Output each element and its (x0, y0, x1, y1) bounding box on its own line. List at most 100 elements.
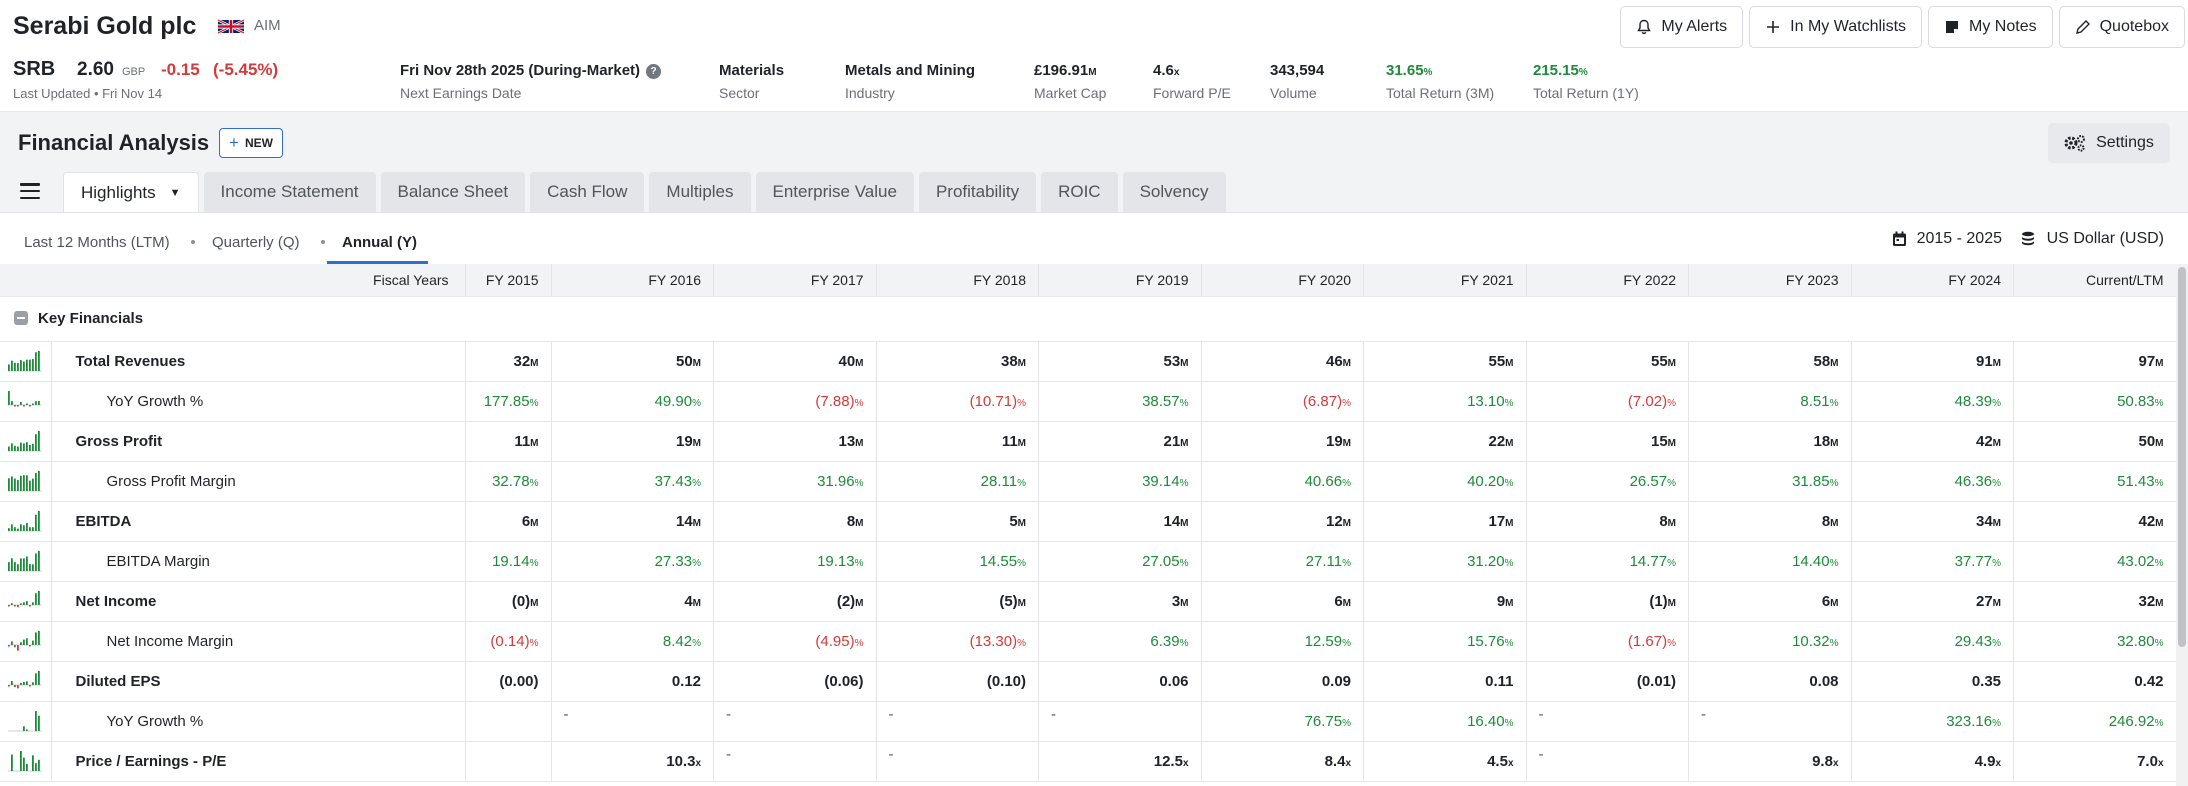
cell-value: 31.96 (817, 472, 855, 490)
data-cell: 40.20% (1363, 461, 1527, 502)
vertical-scrollbar[interactable] (2176, 264, 2188, 786)
tab-income-statement[interactable]: Income Statement (203, 172, 376, 212)
sparkline-bar (32, 478, 34, 491)
sparkline-cell[interactable] (0, 621, 52, 662)
cell-value: 4.9 (1974, 752, 1996, 770)
sparkline-cell[interactable] (0, 421, 52, 462)
help-icon[interactable]: ? (646, 64, 662, 79)
sparkline-cell[interactable] (0, 581, 52, 622)
data-cell: 12.59% (1201, 621, 1365, 662)
data-cell: - (713, 741, 877, 782)
my-alerts-button[interactable]: My Alerts (1620, 6, 1744, 48)
sparkline-bar (23, 525, 25, 531)
cell-value: 9.8 (1812, 752, 1833, 770)
data-cell: (0.00) (465, 661, 552, 702)
cell-value: 17 (1488, 512, 1506, 530)
sparkline-cell[interactable] (0, 461, 52, 502)
sparkline-cell[interactable] (0, 381, 52, 422)
cell-value: 55 (1650, 352, 1668, 370)
cell-value: 8 (1659, 512, 1668, 530)
scrollbar-thumb[interactable] (2178, 267, 2186, 647)
new-button[interactable]: + NEW (219, 128, 283, 158)
cell-value: 0.12 (671, 672, 702, 690)
tab-cash-flow[interactable]: Cash Flow (530, 172, 645, 212)
date-range-selector[interactable]: 2015 - 2025 (1892, 230, 2002, 248)
cell-unit: % (1504, 557, 1514, 569)
separator-dot (191, 240, 195, 244)
sparkline-bar (11, 681, 13, 685)
tab-profitability[interactable]: Profitability (918, 172, 1037, 212)
sparkline-cell[interactable] (0, 701, 52, 742)
collapse-icon[interactable] (14, 311, 28, 325)
tab-multiples[interactable]: Multiples (649, 172, 751, 212)
currency-selector[interactable]: US Dollar (USD) (2019, 230, 2164, 248)
sparkline-bar (8, 562, 10, 571)
cell-value: 40.66 (1304, 472, 1343, 490)
sparkline-bar (26, 601, 28, 605)
sparkline-bar (32, 602, 34, 605)
sparkline-cell[interactable] (0, 341, 52, 382)
sparkline-bar (35, 673, 37, 685)
hamburger-menu-icon[interactable] (20, 183, 40, 199)
data-cell: 91M (1851, 341, 2015, 382)
quotebox-button[interactable]: Quotebox (2058, 6, 2185, 48)
tab-balance-sheet[interactable]: Balance Sheet (380, 172, 526, 212)
sparkline-cell[interactable] (0, 541, 52, 582)
sparkline-cell[interactable] (0, 741, 52, 782)
tab-solvency[interactable]: Solvency (1122, 172, 1226, 212)
cell-unit: % (1829, 397, 1839, 409)
cell-value: 37.43 (654, 472, 693, 490)
data-cell: 0.08 (1688, 661, 1852, 702)
sparkline-cell[interactable] (0, 661, 52, 702)
column-header: FY 2024 (1851, 264, 2015, 297)
cell-unit: % (1829, 477, 1839, 489)
cell-value: 31.20 (1467, 552, 1505, 570)
cell-unit: % (1829, 637, 1839, 649)
active-period-underline (327, 261, 428, 265)
sparkline-bar (8, 391, 10, 405)
section-row[interactable]: Key Financials (0, 296, 2176, 342)
tab-enterprise-value[interactable]: Enterprise Value (755, 172, 914, 212)
cell-value: 32.78 (492, 472, 530, 490)
sparkline-bar (8, 478, 10, 491)
sparkline-bar (14, 405, 16, 407)
tr3m-label: Total Return (3M) (1386, 85, 1495, 101)
industry-value[interactable]: Metals and Mining (845, 62, 976, 79)
data-cell: (13.30)% (876, 621, 1040, 662)
cell-value: (5) (999, 592, 1018, 610)
period-quarterly[interactable]: Quarterly (Q) (212, 234, 300, 251)
row-label: Diluted EPS (51, 661, 466, 702)
sector-value[interactable]: Materials (719, 62, 785, 79)
settings-button[interactable]: Settings (2048, 123, 2170, 163)
sparkline-bar (14, 562, 16, 571)
sparkline-bar (11, 524, 13, 531)
cell-value: (7.88) (815, 392, 855, 410)
fiscal-years-header: Fiscal Years (0, 264, 466, 297)
cell-value: 16.40 (1467, 712, 1505, 730)
watchlists-button[interactable]: In My Watchlists (1749, 6, 1923, 48)
cell-value: 46 (1325, 352, 1343, 370)
tab-roic[interactable]: ROIC (1041, 172, 1118, 212)
sparkline-bar (14, 605, 16, 607)
data-cell: 55M (1363, 341, 1527, 382)
cell-unit: M (1992, 437, 2002, 449)
sparkline-cell[interactable] (0, 501, 52, 542)
sparkline-bar (23, 726, 25, 731)
tr1y-unit: % (1578, 67, 1588, 78)
tab-highlights[interactable]: Highlights ▼ (63, 172, 199, 213)
cell-value: (13.30) (969, 632, 1018, 650)
cell-value: 11 (1001, 432, 1018, 450)
cell-value: 76.75 (1304, 712, 1343, 730)
cell-value: 19 (1325, 432, 1343, 450)
cell-value: 18 (1813, 432, 1831, 450)
data-cell: 28.11% (876, 461, 1040, 502)
industry-label: Industry (845, 85, 895, 101)
my-notes-button[interactable]: My Notes (1928, 6, 2053, 48)
data-cell: 19.14% (465, 541, 552, 582)
data-cell: 50M (551, 341, 715, 382)
cell-unit: % (529, 397, 539, 409)
period-ltm[interactable]: Last 12 Months (LTM) (24, 234, 170, 251)
sparkline-bar (29, 480, 31, 491)
period-annual[interactable]: Annual (Y) (342, 234, 417, 251)
data-cell: 12M (1201, 501, 1365, 542)
